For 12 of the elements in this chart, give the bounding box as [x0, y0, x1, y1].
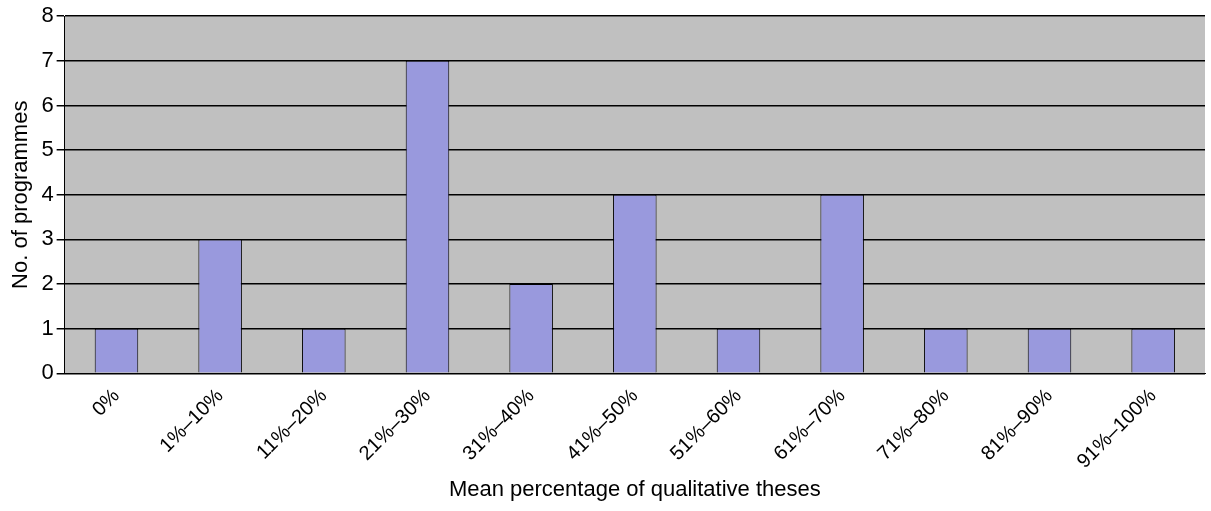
y-tick-label: 0	[41, 359, 54, 385]
y-tick-label: 1	[41, 314, 54, 340]
y-tick-label: 5	[41, 136, 54, 162]
y-tick-label: 8	[41, 2, 54, 28]
y-tick-label: 3	[41, 225, 54, 251]
y-tick-label: 7	[41, 46, 54, 72]
y-tick-label: 2	[41, 270, 54, 296]
x-tick-label: 0%	[87, 383, 124, 420]
y-tick-label: 4	[41, 180, 54, 206]
y-tick-label: 6	[41, 91, 54, 117]
y-axis-title: No. of programmes	[7, 100, 33, 289]
x-axis-title: Mean percentage of qualitative theses	[448, 475, 821, 501]
